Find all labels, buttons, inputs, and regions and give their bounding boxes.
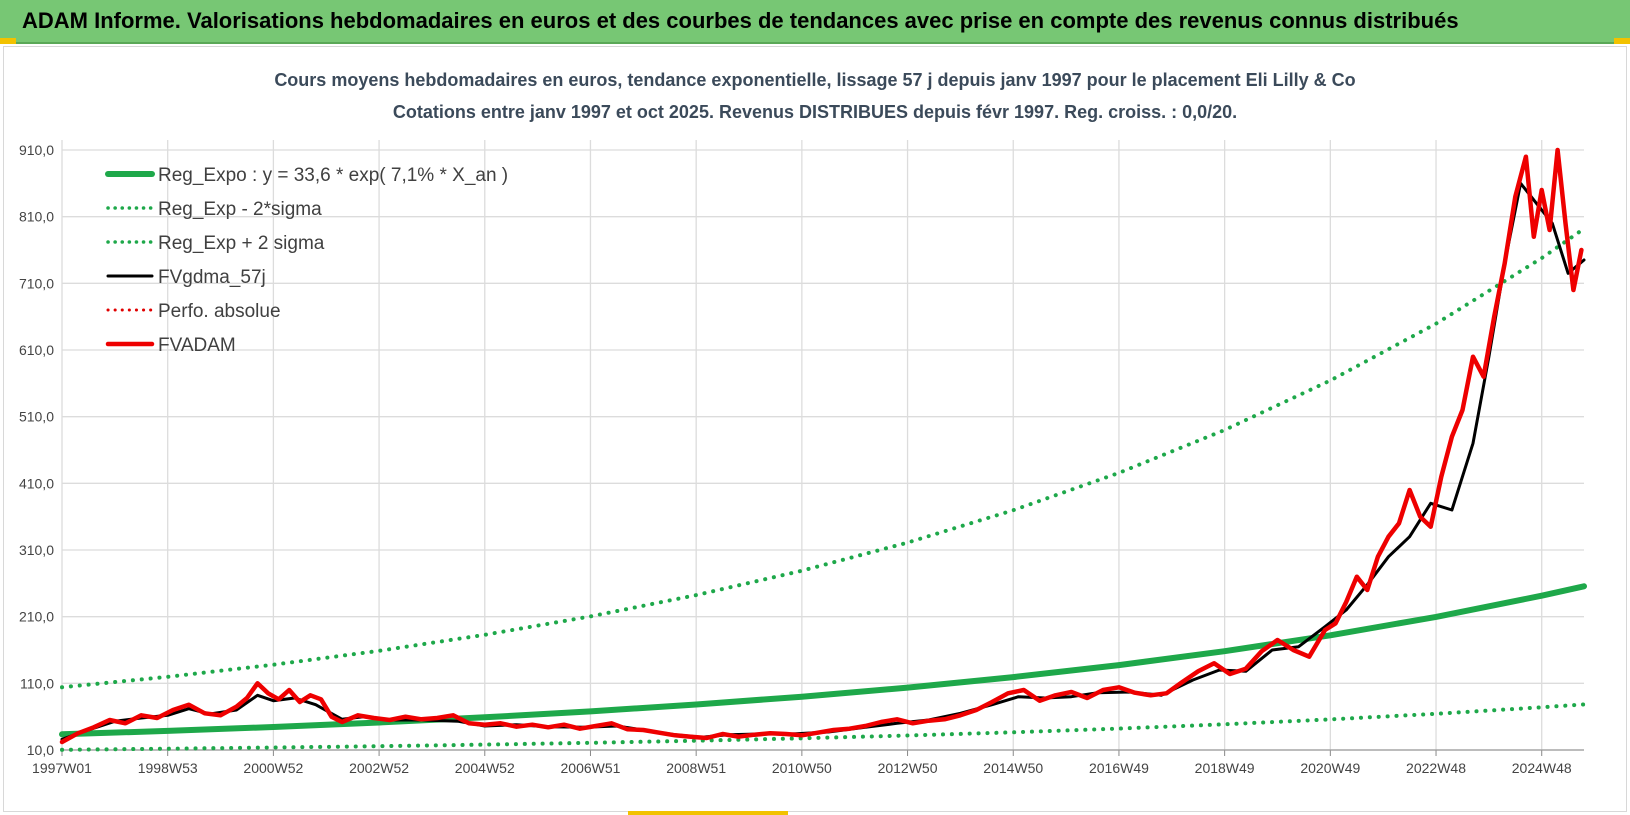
legend-label: FVADAM [158, 335, 236, 356]
corner-accent-right [1614, 38, 1630, 44]
x-tick-label: 2002W52 [349, 760, 409, 776]
corner-accent-left [0, 38, 16, 44]
x-tick-label: 2024W48 [1512, 760, 1572, 776]
series-line-2 [60, 702, 1586, 752]
legend: Reg_Expo : y = 33,6 * exp( 7,1% * X_an )… [105, 165, 508, 356]
y-tick-label: 510,0 [19, 409, 54, 425]
y-tick-label: 110,0 [20, 675, 54, 691]
series-group [59, 147, 1587, 752]
y-tick-label: 810,0 [19, 209, 54, 225]
series-line-4 [60, 181, 1586, 741]
chart-title: Cours moyens hebdomadaires en euros, ten… [274, 70, 1355, 90]
y-tick-label: 310,0 [19, 542, 54, 558]
y-tick-label: 410,0 [19, 475, 54, 491]
x-tick-label: 2018W49 [1195, 760, 1255, 776]
x-tick-label: 2016W49 [1089, 760, 1149, 776]
x-tick-label: 2006W51 [561, 760, 621, 776]
x-tick-label: 2020W49 [1300, 760, 1360, 776]
legend-label: Reg_Expo : y = 33,6 * exp( 7,1% * X_an ) [158, 165, 508, 186]
header-bar: ADAM Informe. Valorisations hebdomadaire… [0, 0, 1630, 44]
x-tick-label: 2004W52 [455, 760, 515, 776]
legend-label: Reg_Exp - 2*sigma [158, 199, 322, 220]
bottom-accent [628, 811, 788, 815]
y-tick-label: 10,0 [27, 742, 54, 758]
legend-label: FVgdma_57j [158, 267, 266, 288]
series-line-3 [60, 226, 1586, 690]
x-tick-label: 2000W52 [243, 760, 303, 776]
chart-frame [3, 46, 1627, 812]
x-tick-label: 2022W48 [1406, 760, 1466, 776]
series-line-1 [59, 583, 1587, 738]
chart-subtitle: Cotations entre janv 1997 et oct 2025. R… [393, 102, 1237, 122]
x-tick-label: 2008W51 [666, 760, 726, 776]
x-tick-label: 2010W50 [772, 760, 832, 776]
legend-label: Reg_Exp + 2 sigma [158, 233, 325, 254]
legend-label: Perfo. absolue [158, 301, 281, 322]
y-tick-label: 610,0 [19, 342, 54, 358]
grid [61, 140, 1584, 751]
x-tick-label: 1998W53 [138, 760, 198, 776]
y-tick-label: 710,0 [19, 275, 54, 291]
y-axis-ticks: 10,0 110,0 210,0 310,0 410,0 510,0 610,0 710,0 8… [19, 142, 54, 758]
x-tick-label: 2014W50 [983, 760, 1043, 776]
y-tick-label: 910,0 [19, 142, 54, 158]
series-line-6 [59, 147, 1584, 745]
x-tick-label: 2012W50 [878, 760, 938, 776]
x-axis-ticks: 1997W01 1998W53 2000W52 2002W52 2004W52 2006W… [32, 749, 1584, 776]
x-tick-label: 1997W01 [32, 760, 92, 776]
y-tick-label: 210,0 [19, 609, 54, 625]
header-title: ADAM Informe. Valorisations hebdomadaire… [22, 8, 1459, 33]
